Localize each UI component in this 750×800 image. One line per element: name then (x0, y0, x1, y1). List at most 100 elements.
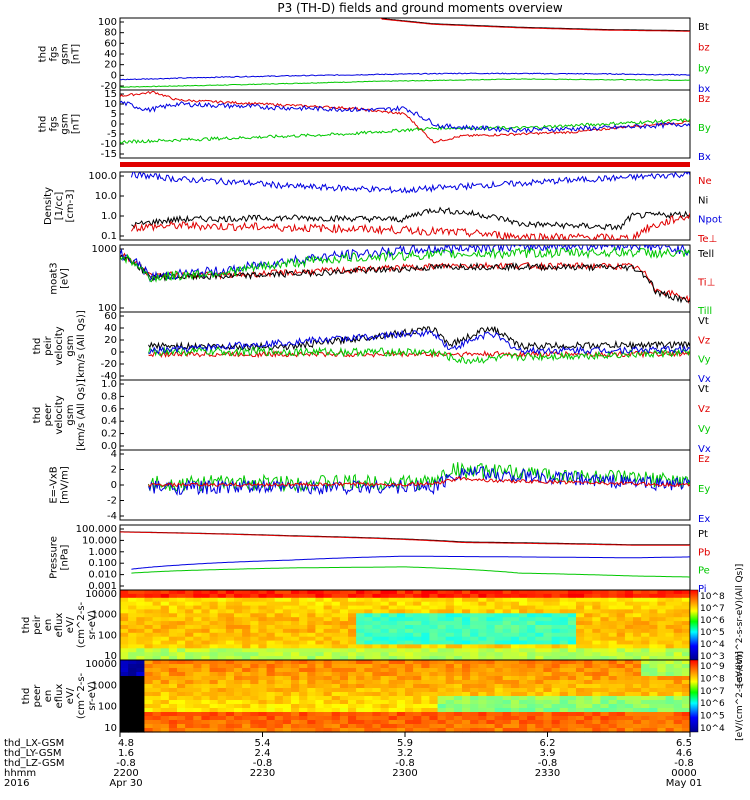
heat-cell (527, 613, 536, 618)
heat-cell (478, 712, 487, 717)
series-p1-by (120, 78, 690, 88)
heat-cell (144, 708, 154, 713)
heat-cell (486, 617, 496, 622)
heat-cell (120, 636, 129, 642)
heat-cell (494, 590, 504, 595)
heat-cell (681, 648, 691, 653)
heat-cell (348, 684, 357, 689)
legend-p3-1: Ni (698, 195, 708, 206)
heat-cell (315, 708, 325, 713)
heat-cell (437, 632, 447, 638)
heat-cell (372, 652, 382, 657)
heat-cell (405, 660, 414, 665)
heat-cell (364, 708, 373, 713)
heat-cell (673, 720, 683, 725)
heat-cell (291, 613, 300, 618)
heat-cell (258, 632, 268, 638)
heat-cell (559, 613, 569, 618)
heat-cell (543, 724, 553, 729)
heat-cell (388, 648, 398, 653)
heat-cell (616, 708, 626, 713)
heat-cell (331, 668, 341, 673)
heat-cell (217, 601, 227, 607)
heat-cell (673, 652, 683, 657)
heat-cell (519, 601, 528, 607)
heat-cell (478, 617, 487, 622)
heat-cell (527, 712, 536, 717)
heat-cell (543, 712, 553, 717)
heat-cell (413, 724, 422, 729)
heat-cell (348, 716, 357, 721)
heat-cell (494, 692, 504, 697)
heat-cell (242, 712, 251, 717)
heat-cell (559, 680, 569, 685)
heat-cell (356, 625, 365, 630)
heat-cell (535, 617, 544, 622)
heat-cell (160, 660, 170, 665)
heat-cell (185, 676, 194, 681)
heat-cell (185, 708, 194, 713)
heat-cell (250, 648, 259, 653)
heat-cell (274, 648, 284, 653)
heat-cell (470, 708, 479, 713)
heat-cell (282, 617, 292, 622)
ytick-p6-5: 0.0 (101, 441, 117, 452)
heat-cell (209, 644, 219, 649)
heat-cell (250, 668, 259, 673)
heat-cell (502, 684, 512, 689)
heat-cell (633, 708, 642, 713)
heat-cell (470, 609, 479, 614)
timeaxis-value-1-4: 4.6 (676, 748, 692, 759)
heat-cell (470, 672, 479, 677)
ylabel-p6-0: thd (32, 407, 43, 424)
heat-cell (510, 597, 520, 603)
heat-cell (633, 628, 642, 634)
heat-cell (641, 597, 650, 603)
ytick-p5-3: 0 (111, 347, 117, 358)
heat-cell (519, 712, 528, 717)
ytick-p5-1: 40 (104, 323, 117, 334)
heat-cell (510, 652, 520, 657)
heat-cell (665, 680, 675, 685)
heat-cell (372, 613, 382, 618)
heatmap-p10 (120, 660, 691, 733)
heat-cell (437, 617, 447, 622)
heat-cell (299, 601, 308, 607)
heat-cell (258, 644, 268, 649)
heat-cell (168, 644, 178, 649)
heat-cell (136, 628, 145, 634)
heat-cell (356, 672, 365, 677)
heat-cell (510, 605, 520, 611)
legend-p3-3: Te⊥ (697, 234, 717, 245)
heat-cell (510, 632, 520, 638)
heat-cell (396, 632, 406, 638)
heat-cell (486, 609, 496, 614)
heat-cell (502, 708, 512, 713)
heat-cell (193, 676, 202, 681)
heat-cell (421, 625, 430, 630)
heat-cell (331, 590, 341, 595)
heat-cell (274, 621, 284, 626)
heat-cell (633, 704, 642, 709)
heat-cell (152, 644, 162, 649)
timeaxis-value-1-0: 1.6 (118, 748, 134, 759)
heat-cell (527, 680, 536, 685)
heat-cell (657, 648, 667, 653)
heat-cell (225, 597, 235, 603)
heat-cell (217, 704, 227, 709)
heat-cell (633, 692, 642, 697)
heat-cell (641, 628, 650, 634)
heat-cell (502, 704, 512, 709)
heat-cell (649, 708, 658, 713)
heat-cell (307, 676, 316, 681)
colorbar-tick-p10-1: 10^8 (700, 674, 725, 684)
heat-cell (462, 684, 471, 689)
heat-cell (380, 609, 390, 614)
heat-cell (299, 676, 308, 681)
heat-cell (160, 628, 170, 634)
heat-cell (331, 704, 341, 709)
heat-cell (152, 664, 162, 669)
heat-cell (665, 728, 675, 733)
heat-cell (380, 644, 390, 649)
heat-cell (315, 700, 325, 705)
